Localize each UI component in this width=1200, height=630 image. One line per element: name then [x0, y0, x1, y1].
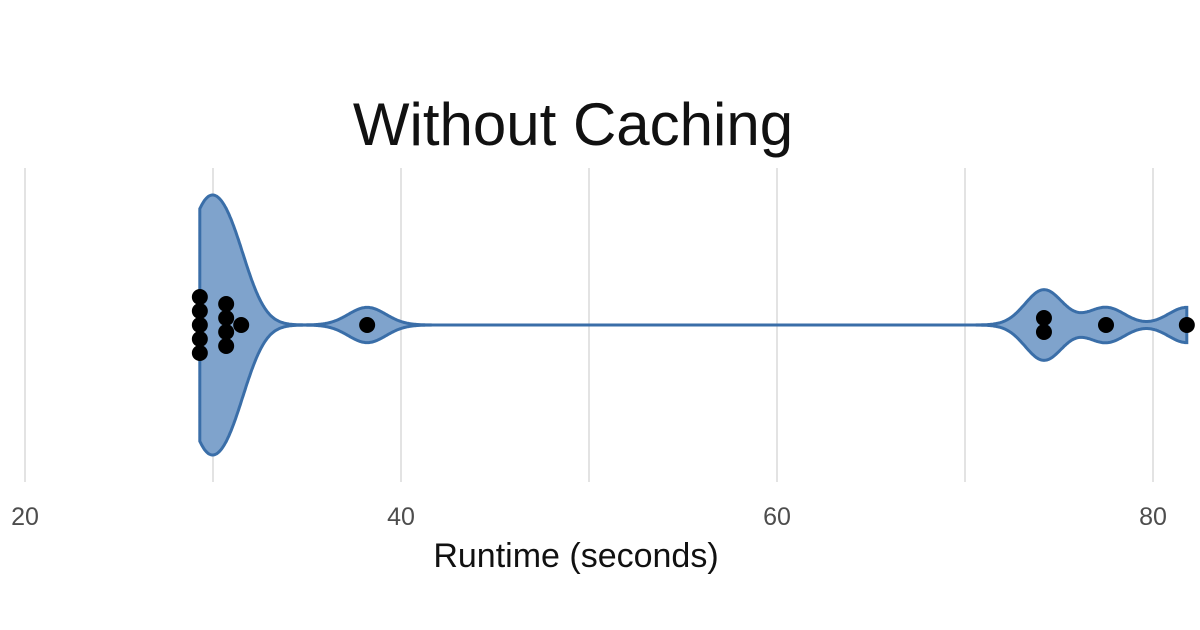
- data-point: [359, 317, 376, 333]
- data-point: [191, 345, 208, 361]
- x-tick-label: 60: [763, 503, 791, 531]
- x-tick-label: 40: [387, 503, 415, 531]
- data-point: [1178, 317, 1195, 333]
- x-tick-label: 20: [11, 503, 39, 531]
- data-point: [233, 317, 250, 333]
- violin-shape: [198, 193, 1189, 457]
- data-point: [191, 331, 208, 347]
- data-point: [218, 310, 235, 326]
- x-tick-label: 80: [1139, 503, 1167, 531]
- data-point: [191, 289, 208, 305]
- data-point: [191, 317, 208, 333]
- data-point: [1035, 310, 1052, 326]
- data-point: [218, 324, 235, 340]
- data-point: [218, 296, 235, 312]
- data-point: [218, 338, 235, 354]
- data-point: [191, 303, 208, 319]
- chart-title: Without Caching: [353, 91, 793, 158]
- data-point: [1098, 317, 1114, 333]
- x-axis-title: Runtime (seconds): [433, 537, 718, 575]
- data-point: [1035, 324, 1052, 340]
